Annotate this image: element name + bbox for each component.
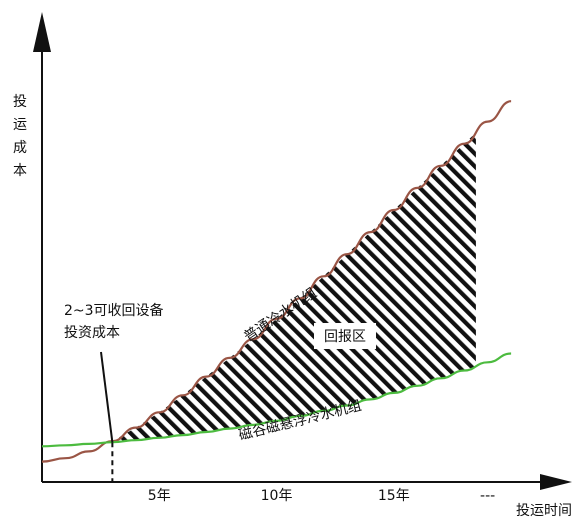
annotation-line-1: 2~3可收回设备: [64, 302, 164, 319]
payback-zone-label-bg: [314, 323, 376, 349]
x-tick-label: 15年: [378, 488, 410, 504]
payback-zone-label: 回报区: [324, 329, 366, 345]
x-tick-label: 10年: [261, 488, 293, 504]
y-axis-label-char: 投: [13, 94, 27, 110]
x-axis-label: 投运时间: [516, 503, 572, 519]
annotation-line-2: 投资成本: [64, 325, 120, 341]
payback-zone-hatch: [112, 132, 476, 443]
x-tick-label: 5年: [148, 488, 171, 504]
annotation-pointer: [100, 351, 114, 443]
y-axis-label-char: 运: [13, 117, 27, 133]
series-line-ordinary-chiller: [41, 100, 512, 463]
y-axis-label-char: 本: [13, 163, 27, 179]
series-line-maglev-chiller: [41, 352, 512, 448]
x-tick-label: ---: [480, 488, 495, 504]
y-axis-arrow: [33, 12, 51, 52]
y-axis-label-char: 成: [13, 140, 27, 156]
x-axis-arrow: [540, 474, 572, 490]
